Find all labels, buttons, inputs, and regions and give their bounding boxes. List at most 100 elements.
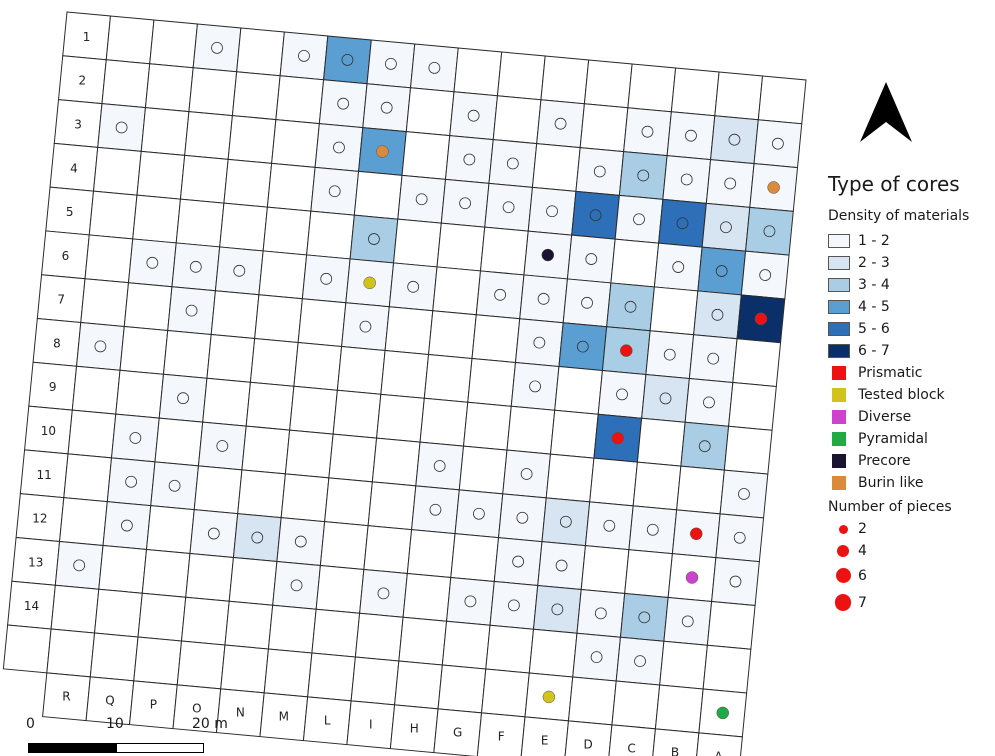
grid-cell bbox=[427, 310, 477, 360]
grid-cell bbox=[141, 548, 191, 598]
material-circle bbox=[681, 615, 694, 628]
grid-cell bbox=[493, 537, 543, 586]
material-circle bbox=[459, 197, 472, 210]
grid-cell bbox=[210, 290, 260, 340]
core-markers bbox=[363, 145, 780, 720]
grid-cell bbox=[376, 393, 425, 443]
legend-swatch bbox=[828, 256, 850, 270]
grid-cell bbox=[393, 218, 442, 268]
column-label: L bbox=[324, 714, 331, 728]
grid-cell bbox=[467, 357, 517, 407]
grid-cell bbox=[102, 501, 152, 550]
material-circle bbox=[385, 57, 397, 70]
grid-cell bbox=[175, 198, 225, 248]
material-circle bbox=[533, 336, 546, 349]
grid-cell bbox=[318, 79, 368, 129]
grid-cell bbox=[589, 457, 638, 507]
material-circle bbox=[537, 292, 550, 305]
grid-cell bbox=[341, 302, 390, 352]
material-circle bbox=[502, 201, 515, 214]
legend-type-item: Prismatic bbox=[828, 362, 993, 384]
grid-cell bbox=[97, 103, 147, 152]
grid-cell bbox=[150, 461, 200, 511]
legend-density-list: 1 - 2 2 - 3 3 - 4 4 - 5 5 - 6 6 - 7 bbox=[828, 230, 993, 362]
grid-cell bbox=[714, 71, 764, 121]
core-marker bbox=[541, 248, 555, 262]
legend-pieces-dot bbox=[838, 524, 848, 534]
grid-cell bbox=[406, 529, 456, 578]
grid-cell bbox=[475, 270, 525, 320]
grid-cell bbox=[328, 433, 378, 483]
material-circle bbox=[728, 133, 741, 146]
grid-cell bbox=[554, 365, 603, 415]
grid-cell bbox=[471, 314, 521, 364]
material-circle bbox=[729, 575, 742, 588]
grid-cell bbox=[384, 306, 434, 356]
grid-cell bbox=[189, 509, 239, 558]
grid-cell bbox=[367, 481, 417, 531]
scale-bar-white bbox=[116, 743, 204, 753]
grid-cell bbox=[397, 174, 447, 224]
grid-cell bbox=[110, 413, 160, 463]
material-circle bbox=[328, 185, 341, 198]
column-label: B bbox=[671, 746, 679, 756]
grid-cell bbox=[662, 155, 712, 204]
grid-cell bbox=[301, 254, 351, 304]
legend-label: 5 - 6 bbox=[858, 321, 890, 337]
legend-label: 3 - 4 bbox=[858, 277, 890, 293]
grid-cell bbox=[419, 397, 469, 447]
grid-cell bbox=[293, 341, 343, 391]
grid-cell bbox=[641, 373, 690, 423]
grid-cell bbox=[454, 489, 504, 539]
material-circle bbox=[594, 607, 607, 620]
material-circle bbox=[581, 296, 593, 309]
grid-cell bbox=[388, 262, 438, 312]
legend-type-item: Burin like bbox=[828, 472, 993, 494]
grid-cell bbox=[502, 449, 552, 499]
grid-cell bbox=[59, 497, 108, 546]
grid-cell bbox=[688, 334, 738, 384]
grid-cell bbox=[402, 572, 452, 622]
grid-cell bbox=[514, 318, 564, 368]
material-circle bbox=[463, 153, 476, 166]
grid-cell bbox=[645, 330, 695, 380]
grid-cell bbox=[231, 71, 281, 121]
material-circle bbox=[551, 603, 564, 616]
column-label: P bbox=[150, 698, 157, 712]
grid-cell bbox=[580, 545, 630, 594]
material-circle bbox=[368, 233, 380, 245]
column-label: M bbox=[279, 710, 289, 724]
grid-cell bbox=[432, 266, 482, 316]
material-circle bbox=[337, 97, 350, 110]
material-circle bbox=[185, 304, 198, 317]
material-circle bbox=[168, 479, 181, 492]
row-label: 4 bbox=[70, 161, 78, 175]
legend-swatch bbox=[828, 278, 850, 292]
grid-cell bbox=[314, 123, 364, 172]
material-circle bbox=[512, 555, 525, 568]
material-circle bbox=[759, 269, 772, 281]
grid-cell bbox=[398, 616, 448, 666]
grid-cell bbox=[101, 59, 151, 109]
row-label: 9 bbox=[49, 380, 57, 394]
grid-cell bbox=[394, 660, 443, 710]
grid-cell bbox=[289, 385, 338, 435]
material-circle bbox=[559, 515, 572, 528]
grid-cell bbox=[666, 111, 716, 161]
material-circle bbox=[720, 221, 732, 234]
legend-pieces-dot bbox=[837, 545, 849, 557]
material-circle bbox=[211, 41, 223, 54]
material-circle bbox=[233, 264, 246, 277]
grid-cell bbox=[527, 186, 577, 236]
material-circle bbox=[433, 460, 446, 472]
core-marker bbox=[620, 344, 633, 357]
grid-cell bbox=[272, 560, 321, 610]
grid-cell bbox=[176, 640, 226, 690]
material-circle bbox=[333, 141, 345, 154]
legend-pieces-item: 2 bbox=[828, 518, 993, 540]
grid-cell bbox=[636, 417, 686, 467]
grid-cell bbox=[536, 99, 585, 149]
material-circle bbox=[189, 260, 202, 273]
grid-cell bbox=[307, 652, 356, 702]
grid-cell bbox=[245, 381, 295, 431]
